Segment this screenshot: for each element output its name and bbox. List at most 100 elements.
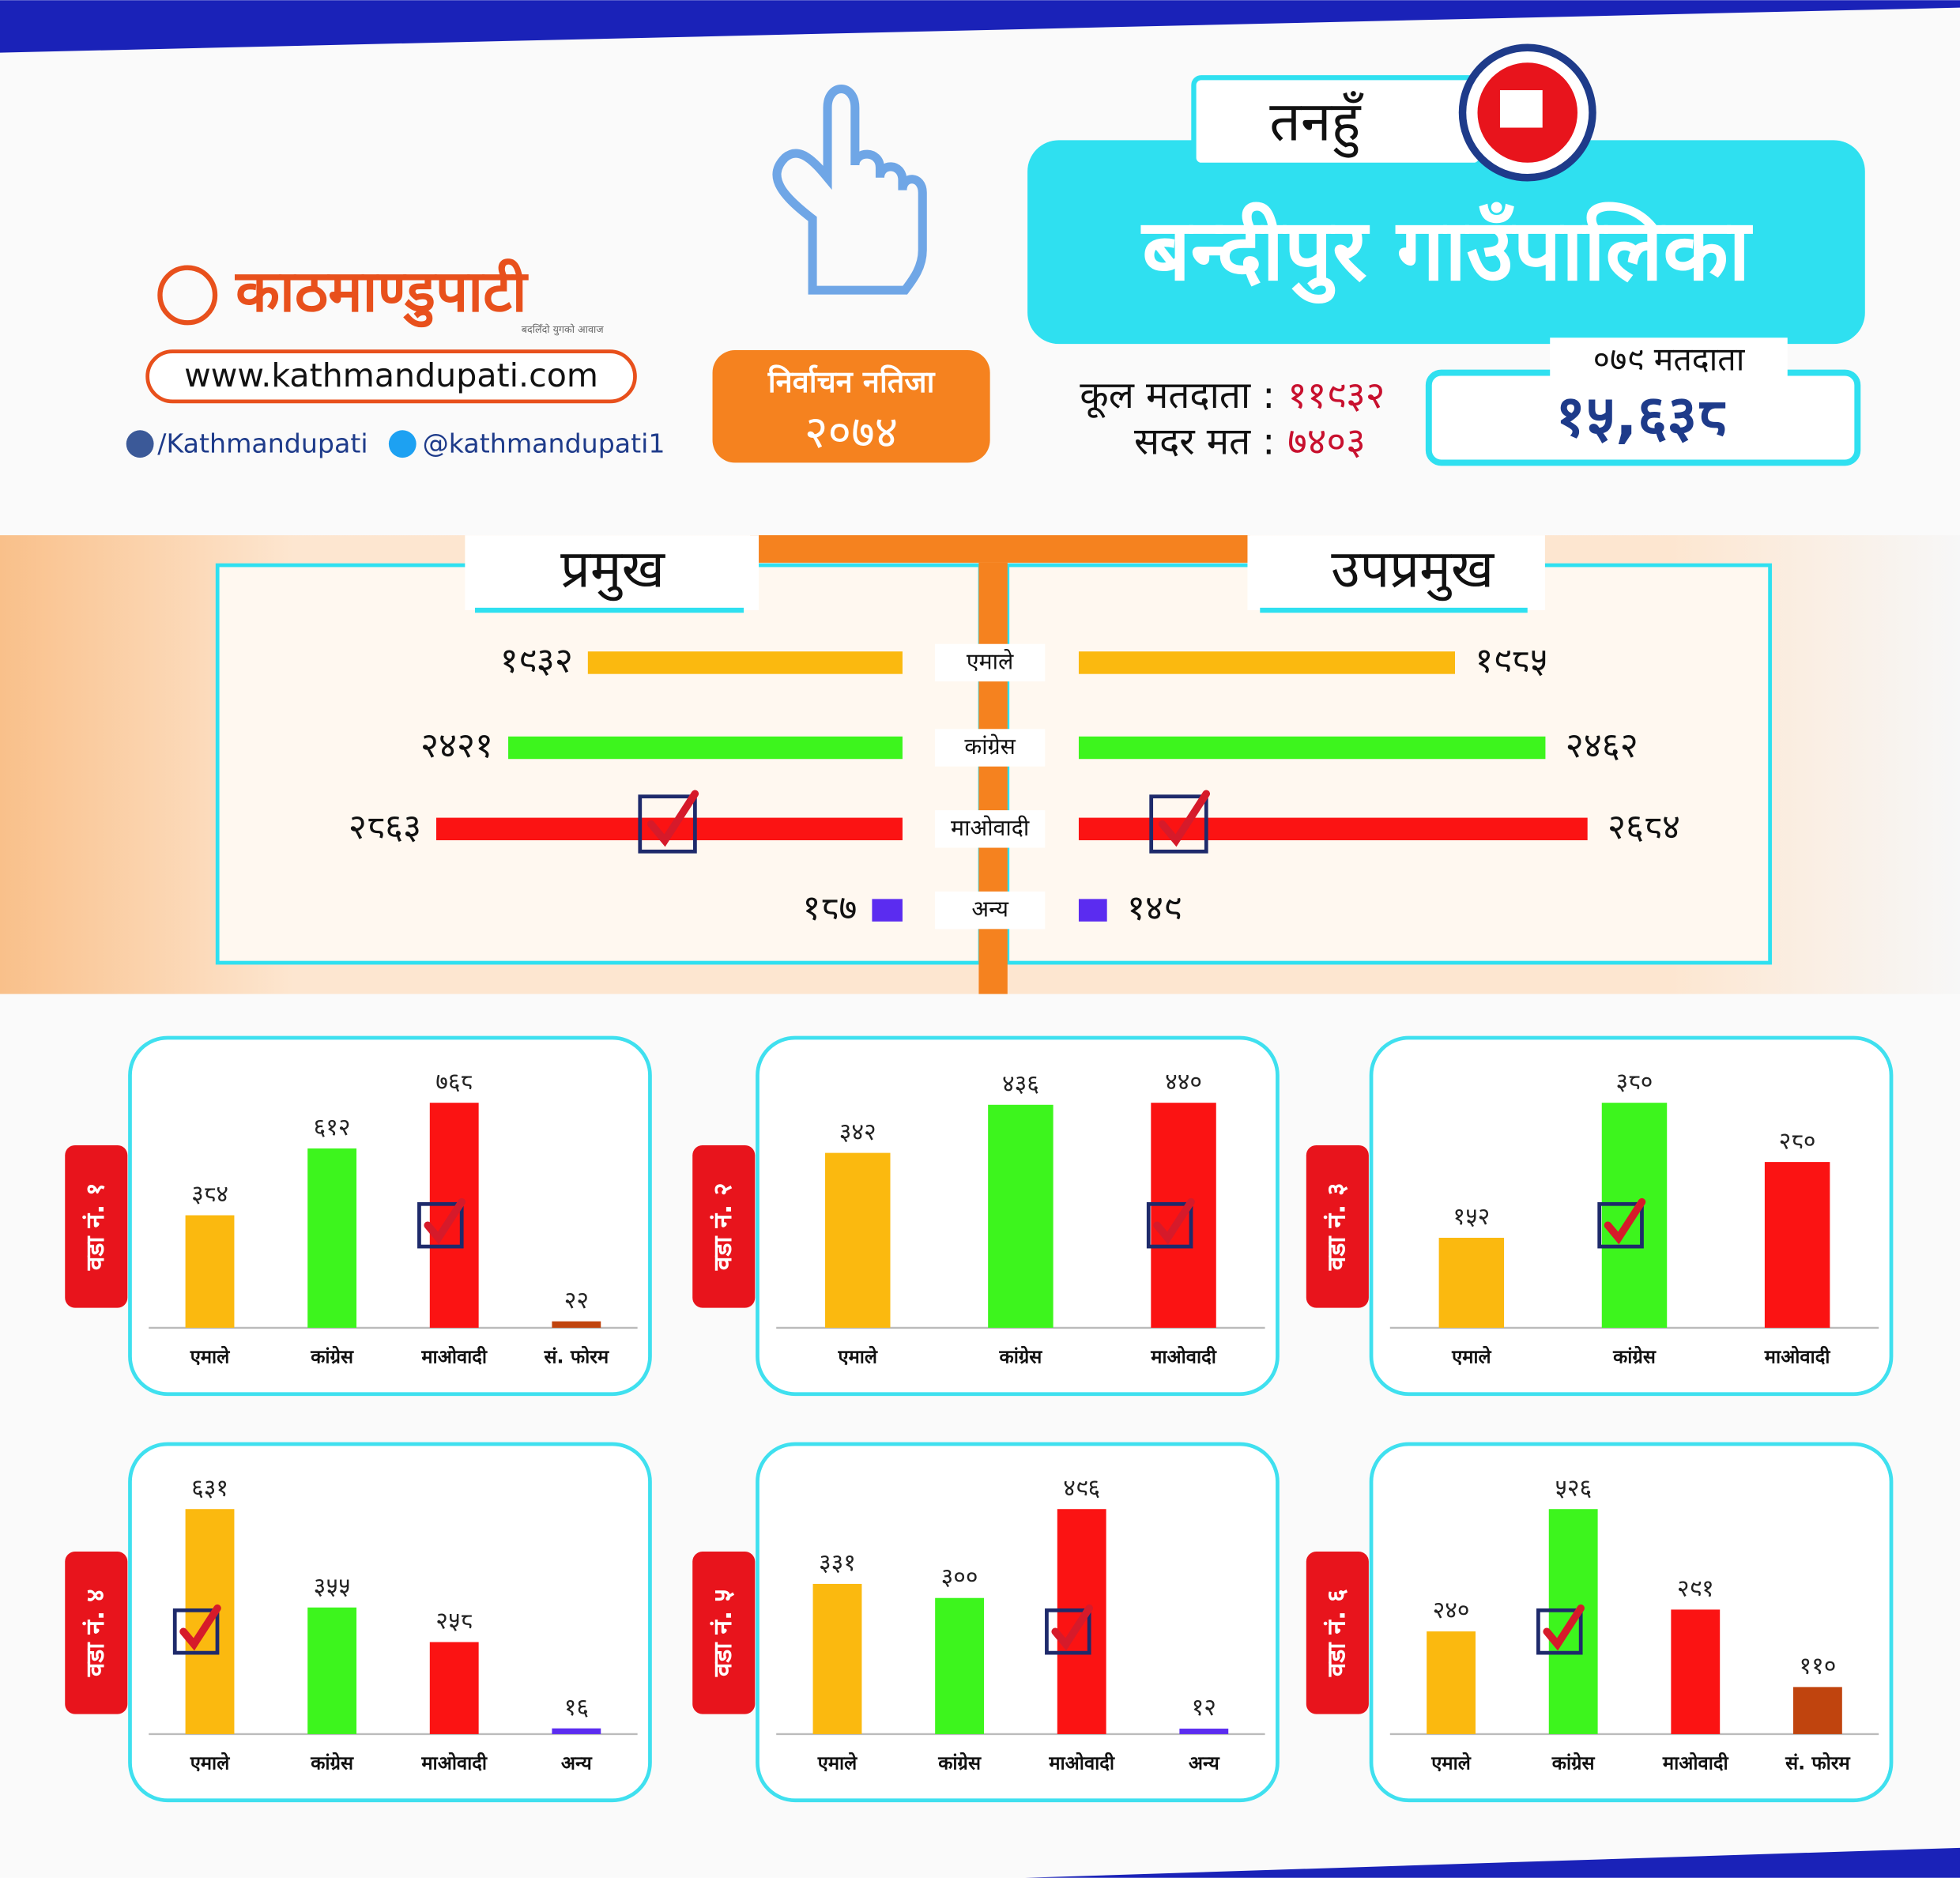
voters-079-label-bg bbox=[1550, 338, 1788, 383]
value-label: १४९ bbox=[1127, 888, 1182, 929]
result-badge bbox=[712, 350, 990, 463]
value-label: २८० bbox=[1779, 1127, 1816, 1155]
ward-title: वडा नं. २ bbox=[709, 1182, 737, 1271]
value-label: ३४२ bbox=[839, 1118, 876, 1146]
value-label: २४२१ bbox=[420, 726, 493, 766]
winner-box bbox=[172, 1608, 220, 1655]
x-tick-label: माओवादी bbox=[1048, 1752, 1115, 1774]
value-label: २६८४ bbox=[1608, 807, 1680, 847]
ward-panel bbox=[128, 1035, 652, 1397]
brand-icon bbox=[157, 265, 218, 326]
mayor-panel bbox=[215, 563, 982, 965]
x-tick-label: कांग्रेस bbox=[937, 1752, 982, 1774]
winner-box bbox=[1149, 794, 1208, 854]
value-label: २४० bbox=[1433, 1597, 1470, 1624]
category-label: एमाले bbox=[967, 648, 1014, 674]
x-tick-label: कांग्रेस bbox=[310, 1752, 354, 1774]
deputy-title: उपप्रमुख bbox=[1331, 538, 1495, 601]
ward-tab bbox=[65, 1145, 128, 1308]
x-tick-label: कांग्रेस bbox=[310, 1345, 354, 1367]
category-tag bbox=[935, 643, 1046, 682]
category-label: कांग्रेस bbox=[964, 733, 1016, 760]
twitter: @kathmandupati1 bbox=[423, 428, 665, 459]
ward-tab bbox=[1306, 1145, 1369, 1308]
x-tick-label: माओवादी bbox=[1764, 1345, 1831, 1367]
ward-panel bbox=[128, 1442, 652, 1803]
bar bbox=[825, 1152, 891, 1328]
value-label: ४९६ bbox=[1063, 1474, 1100, 1502]
value-label: ३३१ bbox=[819, 1549, 856, 1577]
value-label: ७६८ bbox=[435, 1068, 473, 1096]
category-label: अन्य bbox=[971, 896, 1008, 922]
x-tick-label: एमाले bbox=[837, 1345, 877, 1367]
bar bbox=[1764, 1162, 1830, 1328]
bar bbox=[1078, 817, 1588, 841]
top-stripe bbox=[0, 0, 1960, 53]
ward-title: वडा नं. ३ bbox=[1322, 1182, 1351, 1271]
value-label: २५८ bbox=[435, 1608, 473, 1635]
value-label: २९१ bbox=[1677, 1575, 1714, 1603]
voters-079-label: ०७९ मतदाता bbox=[1593, 340, 1746, 378]
value-label: १६ bbox=[564, 1694, 589, 1722]
x-tick-label: कांग्रेस bbox=[1612, 1345, 1657, 1367]
value-label: २८६३ bbox=[349, 807, 421, 847]
bar bbox=[185, 1215, 235, 1328]
bar bbox=[429, 1642, 479, 1734]
ward-title: वडा नं. १ bbox=[81, 1182, 110, 1271]
ward-tab bbox=[692, 1552, 756, 1714]
bar bbox=[935, 1597, 985, 1734]
x-tick-label: एमाले bbox=[1430, 1752, 1471, 1774]
value-label: ३०० bbox=[941, 1563, 978, 1591]
value-label: ५२६ bbox=[1555, 1474, 1592, 1502]
bar bbox=[1179, 1729, 1229, 1734]
total-voters-label: कूल मतदाता : bbox=[1080, 374, 1275, 418]
bar bbox=[307, 1607, 357, 1734]
ward-tab bbox=[65, 1552, 128, 1714]
bar bbox=[1078, 736, 1546, 760]
x-tick-label: एमाले bbox=[190, 1752, 230, 1774]
x-tick-label: अन्य bbox=[1189, 1752, 1220, 1774]
facebook-icon bbox=[126, 430, 154, 458]
x-tick-label: सं. फोरम bbox=[544, 1345, 609, 1367]
x-tick-label: कांग्रेस bbox=[1551, 1752, 1596, 1774]
value-label: १५२ bbox=[1453, 1203, 1490, 1231]
x-tick-label: सं. फोरम bbox=[1785, 1752, 1850, 1774]
x-tick-label: माओवादी bbox=[420, 1345, 488, 1367]
ward-title: वडा नं. ४ bbox=[81, 1589, 110, 1677]
website-pill bbox=[145, 349, 637, 404]
bar bbox=[1671, 1609, 1721, 1734]
winner-check bbox=[1604, 1197, 1646, 1245]
winner-box bbox=[638, 794, 697, 854]
value-label: ३८० bbox=[1616, 1068, 1653, 1096]
deputy-tab bbox=[1247, 535, 1545, 611]
winner-check bbox=[1153, 1197, 1195, 1245]
value-label: २४६२ bbox=[1566, 726, 1638, 766]
category-tag bbox=[935, 891, 1046, 930]
ward-tab bbox=[1306, 1552, 1369, 1714]
deputy-panel bbox=[1005, 563, 1772, 965]
value-label: ३५५ bbox=[314, 1573, 351, 1601]
ward-title: वडा नं. ५ bbox=[709, 1589, 737, 1677]
category-tag bbox=[935, 729, 1046, 767]
value-label: ६३१ bbox=[191, 1474, 228, 1502]
winner-box bbox=[1536, 1608, 1583, 1655]
ward-title: वडा नं. ६ bbox=[1322, 1589, 1351, 1677]
x-tick-label: माओवादी bbox=[1662, 1752, 1729, 1774]
ballot-paper bbox=[1499, 90, 1543, 128]
title-box bbox=[1027, 140, 1865, 345]
bar bbox=[1078, 899, 1107, 922]
winner-check bbox=[1543, 1604, 1585, 1651]
band-top-bar bbox=[749, 535, 1250, 563]
bar bbox=[508, 736, 903, 760]
category-tag bbox=[935, 810, 1046, 848]
bar bbox=[552, 1321, 601, 1328]
result-label: निर्वाचन नतिजा bbox=[767, 364, 936, 399]
winner-check bbox=[1051, 1604, 1093, 1651]
value-label: ४३६ bbox=[1002, 1070, 1039, 1098]
bar bbox=[552, 1728, 601, 1734]
value-label: २२ bbox=[564, 1287, 589, 1314]
mayor-tab bbox=[465, 535, 760, 611]
bar bbox=[1792, 1687, 1842, 1734]
ward-panel bbox=[1369, 1442, 1894, 1803]
